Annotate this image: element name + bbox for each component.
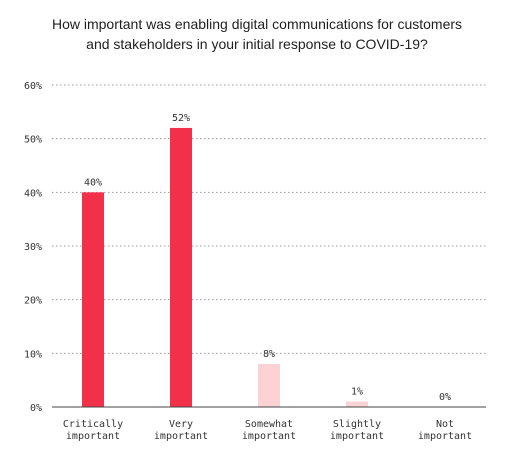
chart-title-line-2: and stakeholders in your initial respons…	[86, 36, 428, 52]
y-tick-label: 50%	[24, 135, 42, 146]
chart-title-line-1: How important was enabling digital commu…	[51, 16, 463, 32]
data-labels: 40% 52% 8% 1% 0%	[84, 113, 451, 403]
bar	[170, 127, 192, 407]
x-tick-label: Very	[169, 419, 193, 430]
x-tick-label: Slightly	[333, 419, 381, 430]
data-label: 8%	[263, 349, 275, 360]
bar	[82, 192, 104, 407]
chart-title: How important was enabling digital commu…	[0, 14, 514, 54]
y-tick-label: 40%	[24, 188, 42, 199]
bar	[258, 364, 280, 407]
bar	[346, 401, 368, 407]
bars	[82, 127, 368, 407]
x-tick-label: important	[418, 431, 472, 442]
data-label: 1%	[351, 387, 363, 398]
y-tick-label: 20%	[24, 296, 42, 307]
gridlines	[52, 84, 486, 354]
x-tick-label: important	[330, 431, 384, 442]
y-axis-tick-labels: 0% 10% 20% 30% 40% 50% 60%	[24, 81, 42, 414]
y-tick-label: 30%	[24, 242, 42, 253]
y-tick-label: 60%	[24, 81, 42, 92]
data-label: 0%	[439, 392, 451, 403]
data-label: 40%	[84, 177, 102, 188]
y-tick-label: 10%	[24, 349, 42, 360]
x-axis-tick-labels: CriticallyimportantVeryimportantSomewhat…	[63, 419, 472, 442]
x-tick-label: important	[242, 431, 296, 442]
x-tick-label: Not	[436, 419, 454, 430]
data-label: 52%	[172, 113, 190, 124]
x-tick-label: important	[154, 431, 208, 442]
y-tick-label: 0%	[30, 403, 42, 414]
x-tick-label: Critically	[63, 419, 123, 430]
x-tick-label: important	[66, 431, 120, 442]
x-tick-label: Somewhat	[245, 419, 293, 430]
